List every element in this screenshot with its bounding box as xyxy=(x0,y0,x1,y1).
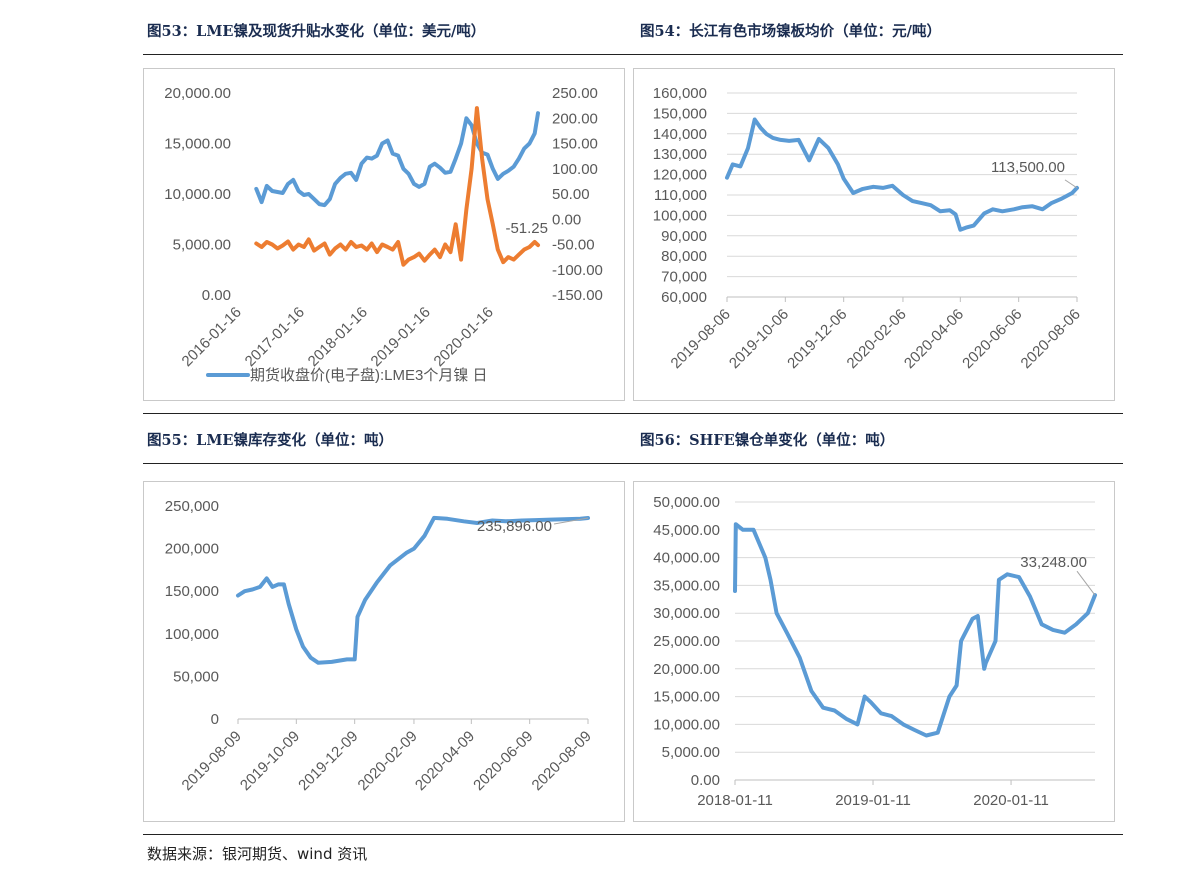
chart-0-y-tick-label: 20,000.00 xyxy=(164,85,231,102)
chart-0-x-tick-label: 2018-01-16 xyxy=(305,304,371,370)
chart-2-y-tick-label: 100,000 xyxy=(165,626,219,643)
chart-0-y2-tick-label: 0.00 xyxy=(552,211,581,228)
chart-2-y-tick-label: 50,000 xyxy=(173,668,219,685)
chart-2-x-tick-label: 2020-02-09 xyxy=(355,728,421,794)
chart-1-y-tick-label: 150,000 xyxy=(653,105,707,122)
chart-3-y-tick-label: 20,000.00 xyxy=(653,661,720,678)
chart-1-series-0-line xyxy=(725,117,1079,232)
chart-1-y-tick-label: 100,000 xyxy=(653,207,707,224)
chart-1-annotation-leader xyxy=(1064,179,1078,189)
chart-3-series-0-line xyxy=(733,522,1097,738)
chart-3-y-tick-label: 50,000.00 xyxy=(653,494,720,511)
chart-2-y-tick-label: 200,000 xyxy=(165,541,219,558)
chart-2-x-tick-label: 2020-04-09 xyxy=(412,728,478,794)
chart-3-y-tick-label: 30,000.00 xyxy=(653,605,720,622)
figure-54-frame xyxy=(633,68,1115,401)
figure-53-title: 图53：LME镍及现货升贴水变化（单位：美元/吨） xyxy=(147,23,486,40)
chart-3-x-tick-label: 2019-01-11 xyxy=(835,792,911,809)
chart-0-y-tick-label: 15,000.00 xyxy=(164,136,231,153)
chart-0-x-tick-label: 2016-01-16 xyxy=(179,304,245,370)
figure-54-title: 图54：长江有色市场镍板均价（单位：元/吨） xyxy=(640,23,941,40)
figure-55-title: 图55：LME镍库存变化（单位：吨） xyxy=(147,432,393,449)
chart-3-y-tick-label: 15,000.00 xyxy=(653,689,720,706)
chart-1-x-tick-label: 2020-06-06 xyxy=(959,306,1025,372)
figure-56-frame xyxy=(633,481,1115,822)
chart-3-y-tick-label: 0.00 xyxy=(691,772,720,789)
chart-0-y2-tick-label: 100.00 xyxy=(552,161,598,178)
chart-0-annotation-label: -51.25 xyxy=(505,220,548,237)
chart-2-x-tick-label: 2019-12-09 xyxy=(295,728,361,794)
chart-1-y-tick-label: 70,000 xyxy=(661,269,707,286)
chart-0-y2-tick-label: 150.00 xyxy=(552,136,598,153)
chart-0-y2-tick-label: 250.00 xyxy=(552,85,598,102)
chart-0-y2-tick-label: 200.00 xyxy=(552,110,598,127)
chart-3-y-tick-label: 10,000.00 xyxy=(653,716,720,733)
chart-3-y-tick-label: 25,000.00 xyxy=(653,633,720,650)
chart-1-y-tick-label: 140,000 xyxy=(653,126,707,143)
chart-0-y-tick-label: 0.00 xyxy=(202,287,231,304)
chart-3-x-tick-label: 2020-01-11 xyxy=(973,792,1049,809)
chart-2-annotation-label: 235,896.00 xyxy=(477,518,552,535)
chart-1-x-tick-label: 2019-10-06 xyxy=(726,306,792,372)
chart-3-y-tick-label: 5,000.00 xyxy=(662,744,720,761)
chart-0-x-tick-label: 2019-01-16 xyxy=(368,304,434,370)
chart-0-y2-tick-label: 50.00 xyxy=(552,186,590,203)
chart-0-x-tick-label: 2020-01-16 xyxy=(431,304,497,370)
chart-1-y-tick-label: 120,000 xyxy=(653,167,707,184)
chart-1-x-tick-label: 2020-02-06 xyxy=(844,306,910,372)
chart-1-y-tick-label: 80,000 xyxy=(661,248,707,265)
chart-0-series-0-line xyxy=(254,111,540,208)
chart-2-y-tick-label: 250,000 xyxy=(165,498,219,515)
chart-1-y-tick-label: 60,000 xyxy=(661,289,707,306)
chart-1-x-tick-label: 2020-04-06 xyxy=(901,306,967,372)
chart-0-series-1-line xyxy=(254,106,540,267)
chart-2-x-tick-label: 2019-08-09 xyxy=(179,728,245,794)
chart-3-annotation-label: 33,248.00 xyxy=(1020,554,1087,571)
chart-2-x-tick-label: 2019-10-09 xyxy=(237,728,303,794)
chart-1-x-tick-label: 2019-12-06 xyxy=(784,306,850,372)
chart-2-y-tick-label: 150,000 xyxy=(165,583,219,600)
header-rule-middle-top xyxy=(143,413,1123,414)
chart-1-y-tick-label: 130,000 xyxy=(653,146,707,163)
chart-1-y-tick-label: 110,000 xyxy=(654,187,707,204)
chart-2-x-tick-label: 2020-06-09 xyxy=(470,728,536,794)
source-note: 数据来源：银河期货、wind 资讯 xyxy=(147,845,368,863)
chart-0-x-tick-label: 2017-01-16 xyxy=(242,304,308,370)
figure-53-frame xyxy=(143,68,625,401)
chart-1-x-tick-label: 2019-08-06 xyxy=(668,306,734,372)
chart-2-series-0-line xyxy=(236,515,590,665)
chart-0-y-tick-label: 5,000.00 xyxy=(173,237,231,254)
header-rule-top xyxy=(143,54,1123,55)
chart-1-x-tick-label: 2020-08-06 xyxy=(1018,306,1084,372)
chart-3-x-tick-label: 2018-01-11 xyxy=(697,792,773,809)
chart-0-y2-tick-label: -50.00 xyxy=(552,237,595,254)
chart-3-y-tick-label: 35,000.00 xyxy=(653,577,720,594)
chart-0-y2-tick-label: -150.00 xyxy=(552,287,603,304)
figure-55-frame xyxy=(143,481,625,822)
chart-2-x-tick-label: 2020-08-09 xyxy=(529,728,595,794)
chart-3-y-tick-label: 40,000.00 xyxy=(653,550,720,567)
chart-3-annotation-leader xyxy=(1076,570,1096,596)
chart-1-annotation-label: 113,500.00 xyxy=(991,159,1065,176)
chart-0-y-tick-label: 10,000.00 xyxy=(164,186,231,203)
chart-2-annotation-leader xyxy=(553,517,589,525)
footer-rule xyxy=(143,834,1123,835)
chart-0-y2-tick-label: -100.00 xyxy=(552,262,603,279)
header-rule-middle-bottom xyxy=(143,463,1123,464)
chart-3-y-tick-label: 45,000.00 xyxy=(653,522,720,539)
chart-0-legend-label: 期货收盘价(电子盘):LME3个月镍 日 xyxy=(250,366,488,384)
chart-2-y-tick-label: 0 xyxy=(211,711,219,728)
chart-1-y-tick-label: 90,000 xyxy=(661,228,707,245)
figure-56-title: 图56：SHFE镍仓单变化（单位：吨） xyxy=(640,432,895,449)
chart-1-y-tick-label: 160,000 xyxy=(653,85,707,102)
